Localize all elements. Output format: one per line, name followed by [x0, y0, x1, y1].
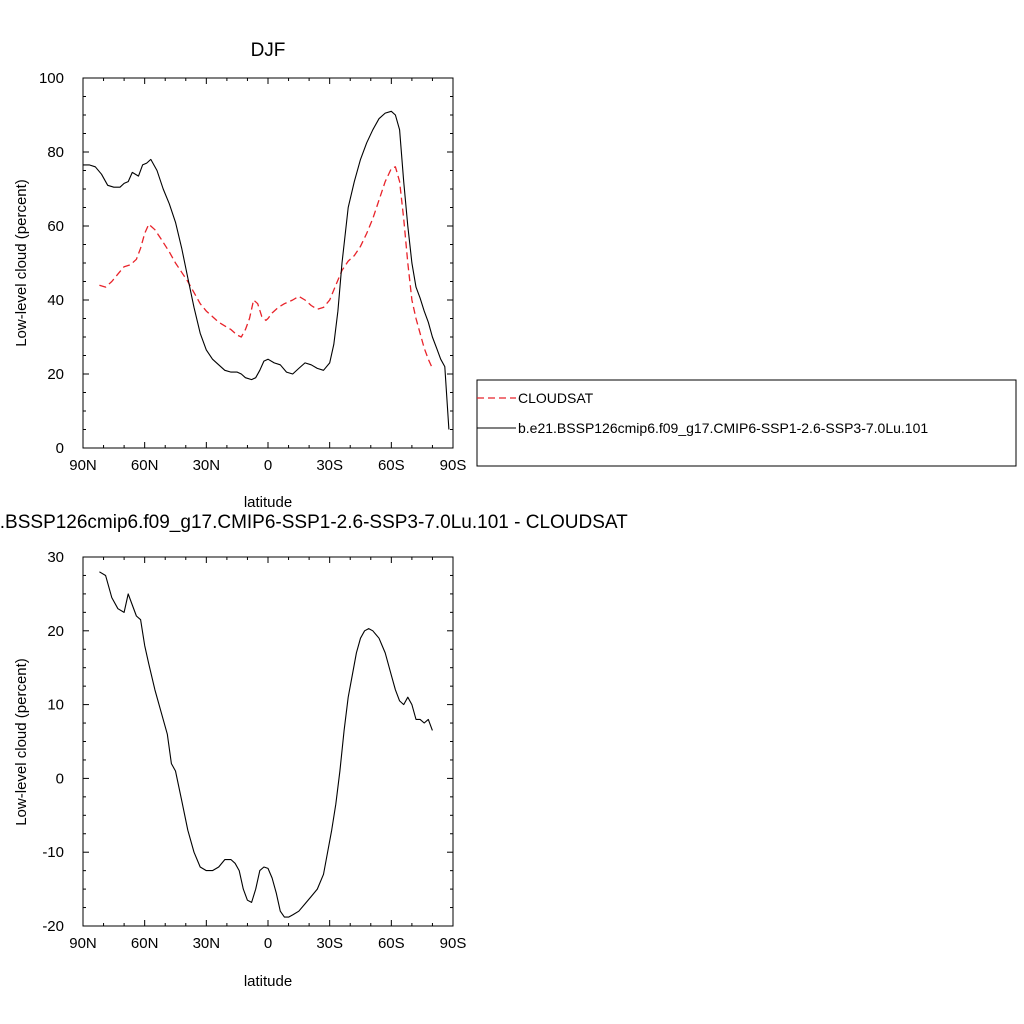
top-chart-title: DJF: [251, 40, 286, 61]
top-x-tick-label: 60N: [131, 457, 159, 474]
bottom-x-tick-label: 30S: [316, 935, 343, 952]
bottom-plot-frame: [82, 556, 454, 927]
top-chart-xlabel: latitude: [244, 494, 292, 511]
top-model-series-line: [83, 110, 450, 430]
top-x-tick-label: 30N: [193, 457, 221, 474]
bottom-y-tick-label: 0: [56, 770, 64, 787]
bottom-y-tick-label: 20: [47, 623, 64, 640]
top-plot-frame: [82, 77, 454, 449]
bottom-y-tick-label: -10: [42, 844, 64, 861]
bottom-x-tick-label: 90N: [69, 935, 97, 952]
top-x-tick-label: 90S: [440, 457, 467, 474]
bottom-x-tick-label: 90S: [440, 935, 467, 952]
bottom-difference-series-line: [99, 571, 433, 918]
legend-label-model: b.e21.BSSP126cmip6.f09_g17.CMIP6-SSP1-2.…: [518, 420, 928, 436]
bottom-x-tick-label: 60S: [378, 935, 405, 952]
bottom-chart-xlabel: latitude: [244, 973, 292, 990]
legend-box: [476, 379, 1017, 467]
bottom-chart-panel: b.e21.BSSP126cmip6.f09_g17.CMIP6-SSP1-2.…: [0, 512, 628, 990]
chart-legend: CLOUDSAT b.e21.BSSP126cmip6.f09_g17.CMIP…: [476, 379, 1017, 467]
top-y-tick-label: 40: [47, 292, 64, 309]
top-cloudsat-series-line: [99, 166, 433, 369]
bottom-chart-title: b.e21.BSSP126cmip6.f09_g17.CMIP6-SSP1-2.…: [0, 512, 628, 533]
bottom-x-tick-label: 30N: [193, 935, 221, 952]
top-chart-plot-area: 90N 60N 30N 0 30S 60S 90S 0 20 40 60 80 100: [39, 70, 466, 474]
top-x-tick-label: 90N: [69, 457, 97, 474]
top-chart-panel: DJF 90N 60N 30N 0 30S 60S 90S 0 20 40 60 80 100 lati…: [13, 40, 466, 511]
top-y-tick-label: 60: [47, 218, 64, 235]
top-x-tick-label: 60S: [378, 457, 405, 474]
top-chart-ylabel: Low-level cloud (percent): [13, 179, 30, 347]
top-x-tick-label: 0: [264, 457, 272, 474]
bottom-x-tick-label: 60N: [131, 935, 159, 952]
legend-label-cloudsat: CLOUDSAT: [518, 390, 594, 406]
bottom-chart-plot-area: 90N 60N 30N 0 30S 60S 90S -20 -10 0 10 20 30: [42, 549, 466, 952]
bottom-y-tick-label: -20: [42, 918, 64, 935]
bottom-chart-ylabel: Low-level cloud (percent): [13, 658, 30, 826]
bottom-y-tick-label: 30: [47, 549, 64, 566]
top-y-tick-label: 0: [56, 440, 64, 457]
top-y-tick-label: 20: [47, 366, 64, 383]
bottom-y-tick-label: 10: [47, 697, 64, 714]
bottom-x-tick-label: 0: [264, 935, 272, 952]
top-y-tick-label: 80: [47, 144, 64, 161]
top-y-tick-label: 100: [39, 70, 64, 87]
top-x-tick-label: 30S: [316, 457, 343, 474]
